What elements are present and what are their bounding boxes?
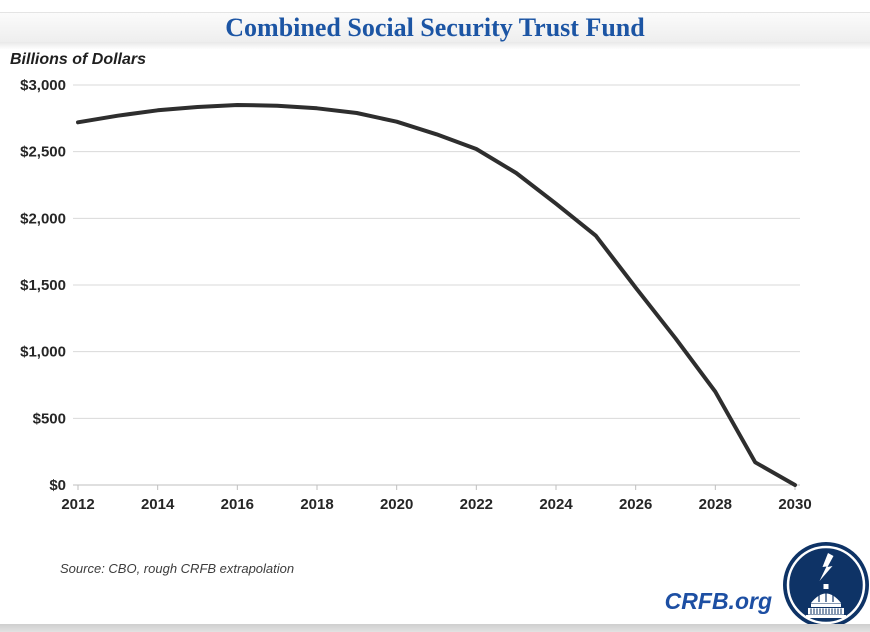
x-tick-label: 2030	[778, 496, 811, 513]
y-tick-label: $3,000	[20, 77, 66, 94]
x-tick-label: 2020	[380, 496, 413, 513]
capitol-cupola	[823, 584, 829, 589]
x-tick-label: 2024	[539, 496, 573, 513]
crfb-org-label: CRFB.org	[664, 588, 772, 614]
dome-ribs	[818, 590, 834, 602]
bottom-bar	[0, 624, 870, 632]
y-tick-label: $0	[49, 477, 66, 494]
y-axis-title: Billions of Dollars	[10, 51, 147, 68]
x-tick-label: 2018	[300, 496, 333, 513]
line-chart: $0 $500 $1,000 $1,500 $2,000 $2,500 $3,000 2012…	[20, 77, 812, 513]
capitol-base	[806, 615, 846, 618]
x-tick-label: 2016	[221, 496, 254, 513]
x-tick-label: 2026	[619, 496, 652, 513]
x-tick-label: 2022	[460, 496, 493, 513]
y-tick-label: $500	[33, 410, 66, 427]
logo-inner-ring	[786, 545, 866, 625]
x-tick-label: 2028	[699, 496, 732, 513]
y-tick-label: $2,500	[20, 144, 66, 161]
title-band-shadow	[0, 42, 870, 49]
crfb-logo	[783, 542, 869, 628]
lightning-bolt-icon	[819, 553, 834, 581]
colonnade-columns	[810, 608, 842, 614]
capitol-drum	[811, 603, 841, 607]
x-tick-label: 2012	[61, 496, 94, 513]
source-note: Source: CBO, rough CRFB extrapolation	[60, 561, 295, 576]
title-band: Combined Social Security Trust Fund	[0, 12, 870, 43]
y-tick-label: $2,000	[20, 210, 66, 227]
chart-title: Combined Social Security Trust Fund	[225, 13, 645, 42]
x-tick-label: 2014	[141, 496, 175, 513]
y-tick-label: $1,000	[20, 344, 66, 361]
y-tick-label: $1,500	[20, 277, 66, 294]
trust-fund-line	[76, 103, 797, 487]
